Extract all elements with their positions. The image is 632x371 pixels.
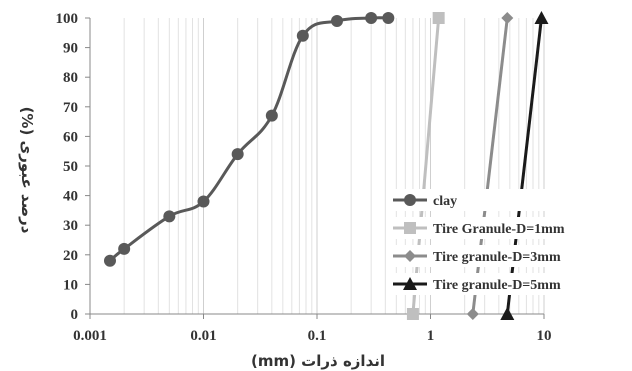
y-tick-label: 70	[63, 100, 78, 116]
y-tick-label: 30	[63, 218, 78, 234]
y-tick-label: 80	[63, 70, 78, 86]
y-tick-label: 50	[63, 159, 78, 175]
y-tick-label: 10	[63, 277, 78, 293]
data-point-clay	[118, 242, 131, 255]
legend-bg	[388, 245, 632, 267]
data-point-tire-granule-d-5mm	[534, 11, 549, 24]
data-point-tire-granule-d-3mm	[501, 12, 514, 24]
legend-label: clay	[433, 194, 457, 209]
x-axis-title: اندازه ذرات (mm)	[251, 352, 385, 370]
grid-layer	[89, 18, 545, 314]
x-tick-label: 0.1	[308, 328, 327, 344]
legend-swatch-marker	[404, 194, 416, 206]
legend-label: Tire Granule-D=1mm	[433, 222, 565, 237]
data-point-clay	[365, 12, 378, 24]
data-point-clay	[265, 109, 278, 122]
legend-swatch-marker	[403, 277, 417, 290]
data-point-tire-granule-d-5mm	[500, 307, 515, 320]
data-point-clay	[197, 195, 210, 208]
series-line-tire-granule-d-3mm	[471, 17, 509, 315]
x-tick-label: 0.001	[73, 328, 107, 344]
x-tick-label: 1	[427, 328, 435, 344]
data-point-clay	[163, 210, 176, 223]
legend-swatch-marker	[404, 250, 416, 262]
legend-bg	[388, 273, 632, 295]
y-tick-label: 20	[63, 248, 78, 264]
x-tick-label: 0.01	[190, 328, 216, 344]
legend: clay Tire Granule-D=1mm Tire granule-D=3mm…	[388, 189, 632, 295]
legend-label: Tire granule-D=5mm	[433, 278, 561, 293]
data-point-clay	[296, 29, 309, 42]
y-tick-label: 90	[63, 41, 78, 57]
data-point-tire-granule-d-1mm	[432, 12, 445, 24]
series-layer	[103, 11, 549, 320]
data-point-clay	[231, 148, 244, 161]
data-point-clay	[382, 12, 395, 24]
legend-bg	[388, 189, 632, 211]
data-point-tire-granule-d-1mm	[406, 308, 419, 320]
legend-swatch-marker	[404, 222, 416, 234]
y-tick-label: 100	[56, 11, 79, 27]
legend-label: Tire granule-D=3mm	[433, 250, 561, 265]
y-tick-label: 0	[71, 307, 79, 323]
y-axis-title: درصد عبوری (%)	[18, 107, 36, 234]
legend-bg	[388, 217, 632, 239]
y-tick-label: 40	[63, 189, 78, 205]
series-line-clay	[109, 16, 389, 262]
series-line-tire-granule-d-5mm	[505, 17, 543, 315]
data-point-clay	[103, 254, 116, 267]
x-tick-label: 10	[537, 328, 552, 344]
data-point-clay	[330, 14, 343, 27]
y-tick-label: 60	[63, 129, 78, 145]
data-point-tire-granule-d-3mm	[466, 308, 479, 320]
